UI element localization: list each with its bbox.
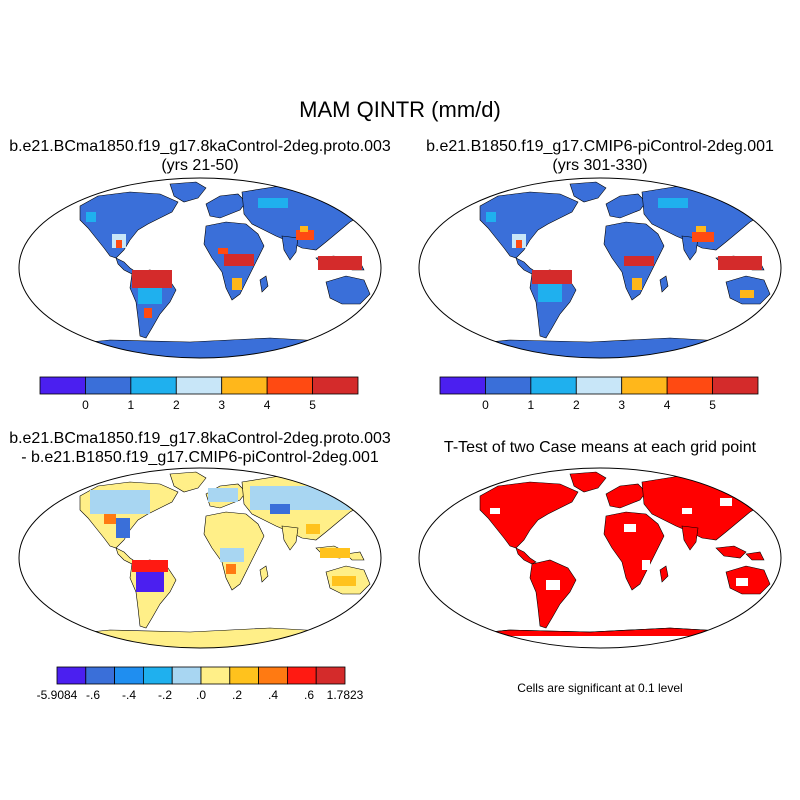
case1-map xyxy=(18,177,382,359)
case1-colorbar-swatch xyxy=(39,376,86,395)
case1-colorbar-swatch xyxy=(175,376,223,395)
case1-title-line2: (yrs 21-50) xyxy=(161,157,239,174)
difference-colorbar-tick-label: .0 xyxy=(196,688,206,702)
case1-colorbar-swatch xyxy=(312,376,359,395)
difference-colorbar-tick-label: -.6 xyxy=(86,688,100,702)
case1-colorbar-swatch xyxy=(266,376,313,395)
difference-colorbar-swatch xyxy=(114,666,144,685)
case2-colorbar-tick-label: 3 xyxy=(618,398,625,412)
case2-colorbar-tick-label: 1 xyxy=(528,398,535,412)
difference-colorbar-tick-label: -5.9084 xyxy=(37,688,78,702)
difference-colorbar-swatch xyxy=(258,666,288,685)
difference-colorbar: -5.9084 -.6 -.4 -.2 .0 .2 .4 .6 1.7823 xyxy=(37,666,364,702)
case1-colorbar-tick-label: 2 xyxy=(173,398,180,412)
difference-colorbar-tick-label: -.4 xyxy=(122,688,136,702)
case2-title-line2: (yrs 301-330) xyxy=(552,157,648,174)
case2-colorbar: 0 1 2 3 4 5 xyxy=(439,376,759,412)
difference-title: b.e21.BCma1850.f19_g17.8kaControl-2deg.p… xyxy=(0,429,400,467)
case1-colorbar-swatch xyxy=(130,376,177,395)
difference-title-line1: b.e21.BCma1850.f19_g17.8kaControl-2deg.p… xyxy=(9,430,391,447)
ttest-map xyxy=(418,467,782,649)
difference-colorbar-tick-label: .4 xyxy=(268,688,278,702)
case1-title: b.e21.BCma1850.f19_g17.8kaControl-2deg.p… xyxy=(0,137,400,175)
case2-colorbar-swatch xyxy=(530,376,577,395)
case1-colorbar-tick-label: 1 xyxy=(128,398,135,412)
case1-title-line1: b.e21.BCma1850.f19_g17.8kaControl-2deg.p… xyxy=(9,138,391,155)
difference-colorbar-swatch xyxy=(142,666,173,685)
difference-colorbar-swatch xyxy=(56,666,87,685)
difference-colorbar-tick-label: .2 xyxy=(232,688,242,702)
case2-colorbar-tick-label: 0 xyxy=(482,398,489,412)
case2-colorbar-tick-label: 2 xyxy=(573,398,580,412)
case2-colorbar-swatch xyxy=(666,376,713,395)
case2-colorbar-swatch xyxy=(621,376,668,395)
case2-colorbar-swatch xyxy=(712,376,759,395)
difference-title-line2: - b.e21.B1850.f19_g17.CMIP6-piControl-2d… xyxy=(21,449,379,466)
figure-title: MAM QINTR (mm/d) xyxy=(299,97,501,122)
case1-colorbar-tick-label: 0 xyxy=(82,398,89,412)
case1-colorbar-tick-label: 3 xyxy=(218,398,225,412)
ttest-title: T-Test of two Case means at each grid po… xyxy=(443,439,757,456)
case2-colorbar-swatch xyxy=(485,376,532,395)
difference-colorbar-swatch xyxy=(200,666,231,685)
difference-colorbar-swatch xyxy=(315,666,346,685)
difference-colorbar-tick-label: 1.7823 xyxy=(327,688,364,702)
case2-colorbar-swatch xyxy=(575,376,623,395)
difference-colorbar-tick-label: .6 xyxy=(304,688,314,702)
case1-colorbar-swatch xyxy=(221,376,268,395)
difference-colorbar-swatch xyxy=(229,666,260,685)
case2-title: b.e21.B1850.f19_g17.CMIP6-piControl-2deg… xyxy=(400,137,800,175)
case1-colorbar-tick-label: 5 xyxy=(309,398,316,412)
case2-map xyxy=(418,177,782,359)
case1-colorbar-tick-label: 4 xyxy=(264,398,271,412)
case2-title-line1: b.e21.B1850.f19_g17.CMIP6-piControl-2deg… xyxy=(426,138,774,155)
difference-colorbar-swatch xyxy=(286,666,317,685)
difference-map xyxy=(18,467,382,649)
case2-colorbar-swatch xyxy=(439,376,486,395)
difference-colorbar-swatch xyxy=(85,666,116,685)
case1-colorbar: 0 1 2 3 4 5 xyxy=(39,376,359,412)
case1-colorbar-swatch xyxy=(85,376,132,395)
case2-colorbar-tick-label: 5 xyxy=(709,398,716,412)
case2-colorbar-tick-label: 4 xyxy=(664,398,671,412)
difference-colorbar-swatch xyxy=(171,666,202,685)
difference-colorbar-tick-label: -.2 xyxy=(158,688,172,702)
ttest-note: Cells are significant at 0.1 level xyxy=(517,681,683,695)
